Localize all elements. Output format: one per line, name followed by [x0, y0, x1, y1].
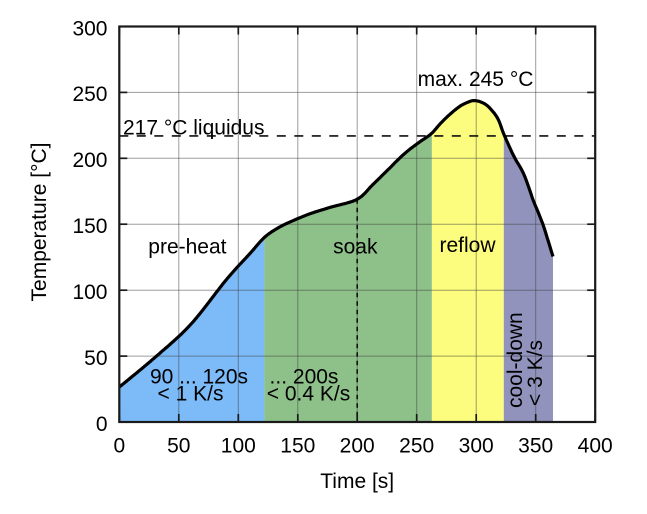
svg-text:Time [s]: Time [s]: [320, 470, 394, 493]
svg-text:< 0.4 K/s: < 0.4 K/s: [267, 383, 350, 406]
svg-text:350: 350: [518, 435, 553, 458]
svg-text:100: 100: [72, 281, 107, 304]
svg-text:100: 100: [221, 435, 256, 458]
svg-text:0: 0: [96, 413, 108, 436]
svg-text:150: 150: [280, 435, 315, 458]
svg-text:300: 300: [72, 17, 107, 40]
svg-text:250: 250: [72, 83, 107, 106]
svg-text:50: 50: [84, 347, 107, 370]
svg-text:max. 245 °C: max. 245 °C: [418, 68, 534, 91]
svg-text:150: 150: [72, 215, 107, 238]
svg-text:0: 0: [113, 435, 125, 458]
svg-text:... 200s: ... 200s: [270, 366, 339, 389]
svg-text:cool-down: cool-down: [504, 312, 527, 408]
svg-text:200: 200: [340, 435, 375, 458]
svg-text:< 3 K/s: < 3 K/s: [524, 340, 547, 406]
svg-text:250: 250: [399, 435, 434, 458]
svg-text:50: 50: [167, 435, 190, 458]
svg-text:< 1 K/s: < 1 K/s: [158, 383, 224, 406]
svg-text:reflow: reflow: [439, 234, 496, 257]
svg-text:90 ... 120s: 90 ... 120s: [150, 366, 248, 389]
svg-text:400: 400: [578, 435, 613, 458]
svg-text:300: 300: [459, 435, 494, 458]
svg-text:pre-heat: pre-heat: [148, 236, 226, 259]
svg-text:217 °C liquidus: 217 °C liquidus: [123, 117, 264, 140]
svg-text:200: 200: [72, 149, 107, 172]
svg-text:soak: soak: [333, 236, 378, 259]
svg-text:Temperature [°C]: Temperature [°C]: [28, 143, 51, 302]
